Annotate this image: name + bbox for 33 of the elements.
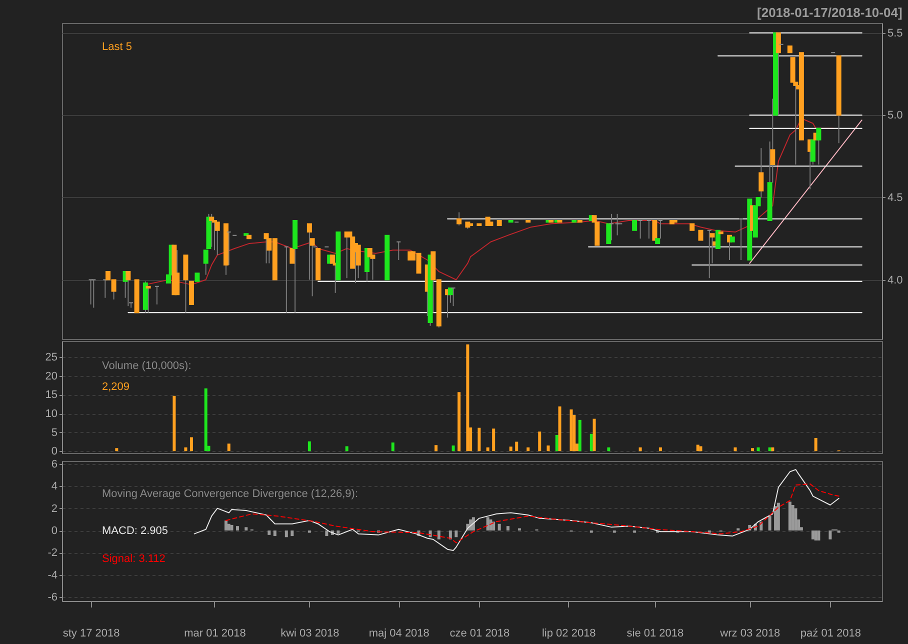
x-tick-label: maj 04 2018 [368,628,430,640]
x-tick-label: mar 01 2018 [184,628,246,640]
annotation: Volume (10,000s): [102,360,192,372]
y-tick-label: 4.5 [888,192,903,204]
y-tick-label: -4 [48,569,58,582]
y-tick-label: 15 [45,389,58,402]
y-tick-label: 0 [51,446,58,458]
y-tick-label: 0 [51,525,58,537]
annotation: Moving Average Convergence Divergence (12,26,9): [102,488,358,500]
y-tick-label: 4 [51,480,58,493]
y-tick-label: 5 [51,426,58,439]
y-tick-label: 25 [45,352,58,364]
chart-title: [2018-01-17/2018-10-04] [757,5,902,20]
y-tick-label: 4.0 [888,274,903,286]
x-tick-label: wrz 03 2018 [719,628,780,640]
y-tick-label: 10 [45,408,58,420]
x-tick-label: cze 01 2018 [450,628,510,640]
annotation: Last 5 [102,41,132,53]
annotation: MACD: 2.905 [102,525,168,537]
y-tick-label: 2 [51,502,58,515]
annotation: Signal: 3.112 [102,553,166,565]
y-tick-label: 20 [45,370,58,382]
x-tick-label: paź 01 2018 [800,628,861,640]
y-tick-label: 6 [51,458,58,470]
y-tick-label: 5.5 [888,27,903,40]
y-tick-label: 5.0 [888,110,903,122]
x-tick-label: sty 17 2018 [62,628,120,640]
y-tick-label: -6 [48,592,58,604]
x-tick-label: kwi 03 2018 [280,628,340,640]
y-tick-label: -2 [48,547,58,560]
x-tick-label: sie 01 2018 [626,628,684,640]
x-tick-label: lip 02 2018 [542,628,596,640]
annotation: 2,209 [102,381,130,393]
